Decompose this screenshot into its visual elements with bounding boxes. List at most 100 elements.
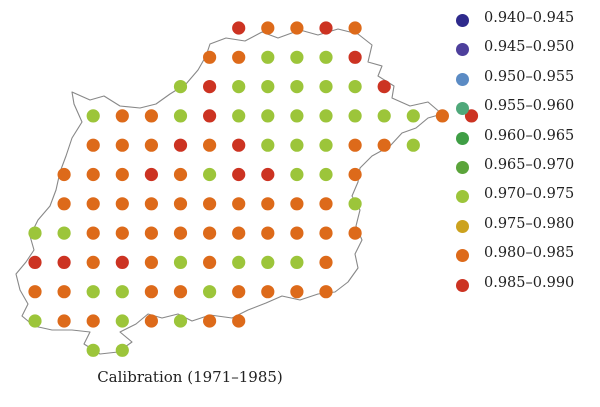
grid-point <box>377 138 391 152</box>
grid-point <box>261 167 275 182</box>
grid-point <box>144 226 158 240</box>
grid-point <box>232 197 246 211</box>
grid-point <box>290 138 304 152</box>
grid-point <box>144 314 158 328</box>
grid-point <box>290 167 304 182</box>
grid-point <box>173 109 188 123</box>
grid-point <box>377 109 391 123</box>
grid-point <box>144 109 158 123</box>
legend-item: 0.955–0.960 <box>456 98 596 118</box>
legend-label: 0.955–0.960 <box>484 98 575 115</box>
grid-point <box>232 21 246 35</box>
grid-point <box>348 226 362 240</box>
legend-label: 0.960–0.965 <box>484 127 575 144</box>
grid-point <box>232 138 246 152</box>
grid-point <box>115 314 129 328</box>
grid-point <box>348 197 362 211</box>
legend: 0.940–0.945 0.945–0.950 0.950–0.955 0.95… <box>456 10 596 304</box>
grid-point <box>173 285 188 299</box>
legend-label: 0.975–0.980 <box>484 215 575 232</box>
legend-swatch <box>456 249 469 263</box>
grid-point <box>261 226 275 240</box>
grid-point <box>261 109 275 123</box>
legend-item: 0.980–0.985 <box>456 245 596 265</box>
legend-label: 0.940–0.945 <box>484 10 575 26</box>
grid-point <box>173 138 188 152</box>
legend-swatch <box>456 190 469 204</box>
grid-point <box>319 285 333 299</box>
grid-point <box>348 167 362 182</box>
grid-point <box>115 255 129 269</box>
grid-point <box>144 285 158 299</box>
grid-point <box>261 285 275 299</box>
grid-point <box>464 109 479 123</box>
grid-point <box>232 255 246 269</box>
grid-point <box>290 80 304 94</box>
legend-swatch <box>456 131 469 145</box>
legend-item: 0.970–0.975 <box>456 186 596 206</box>
grid-point <box>232 226 246 240</box>
grid-point <box>173 226 188 240</box>
grid-point <box>232 285 246 299</box>
grid-point <box>348 109 362 123</box>
grid-point <box>290 50 304 64</box>
grid-point <box>319 167 333 182</box>
grid-point <box>173 167 188 182</box>
grid-point <box>319 255 333 269</box>
legend-swatch <box>456 278 469 292</box>
grid-point <box>28 226 42 240</box>
legend-swatch <box>456 160 469 174</box>
grid-point <box>115 226 129 240</box>
grid-point <box>203 226 217 240</box>
grid-point <box>232 109 246 123</box>
grid-point <box>348 50 362 64</box>
grid-point <box>203 197 217 211</box>
legend-swatch <box>456 14 469 27</box>
grid-point <box>203 167 217 182</box>
grid-point <box>115 285 129 299</box>
grid-point <box>348 138 362 152</box>
grid-point <box>435 109 449 123</box>
grid-point <box>261 197 275 211</box>
grid-point <box>348 80 362 94</box>
grid-point <box>173 314 188 328</box>
grid-point <box>290 21 304 35</box>
grid-point <box>86 167 100 182</box>
grid-point <box>290 226 304 240</box>
grid-point <box>319 226 333 240</box>
legend-item: 0.975–0.980 <box>456 216 596 236</box>
grid-point <box>57 167 71 182</box>
grid-point <box>203 255 217 269</box>
grid-point <box>115 197 129 211</box>
grid-point <box>144 197 158 211</box>
legend-swatch <box>456 43 469 57</box>
grid-point <box>290 285 304 299</box>
grid-point <box>86 255 100 269</box>
grid-point <box>57 314 71 328</box>
grid-point <box>290 109 304 123</box>
grid-point <box>319 197 333 211</box>
grid-point <box>57 197 71 211</box>
grid-point <box>290 197 304 211</box>
grid-point <box>144 167 158 182</box>
grid-point <box>115 167 129 182</box>
grid-point <box>86 197 100 211</box>
grid-point <box>57 226 71 240</box>
grid-point <box>319 138 333 152</box>
grid-point <box>57 255 71 269</box>
grid-point <box>203 314 217 328</box>
grid-point <box>28 285 42 299</box>
legend-label: 0.945–0.950 <box>484 39 575 56</box>
legend-label: 0.950–0.955 <box>484 68 575 85</box>
grid-point <box>86 226 100 240</box>
grid-point <box>86 285 100 299</box>
grid-point <box>203 109 217 123</box>
grid-point <box>57 285 71 299</box>
map-caption: Calibration (1971–1985) <box>97 368 283 386</box>
grid-point <box>203 138 217 152</box>
grid-point <box>261 255 275 269</box>
legend-label: 0.965–0.970 <box>484 156 575 173</box>
grid-point <box>348 21 362 35</box>
